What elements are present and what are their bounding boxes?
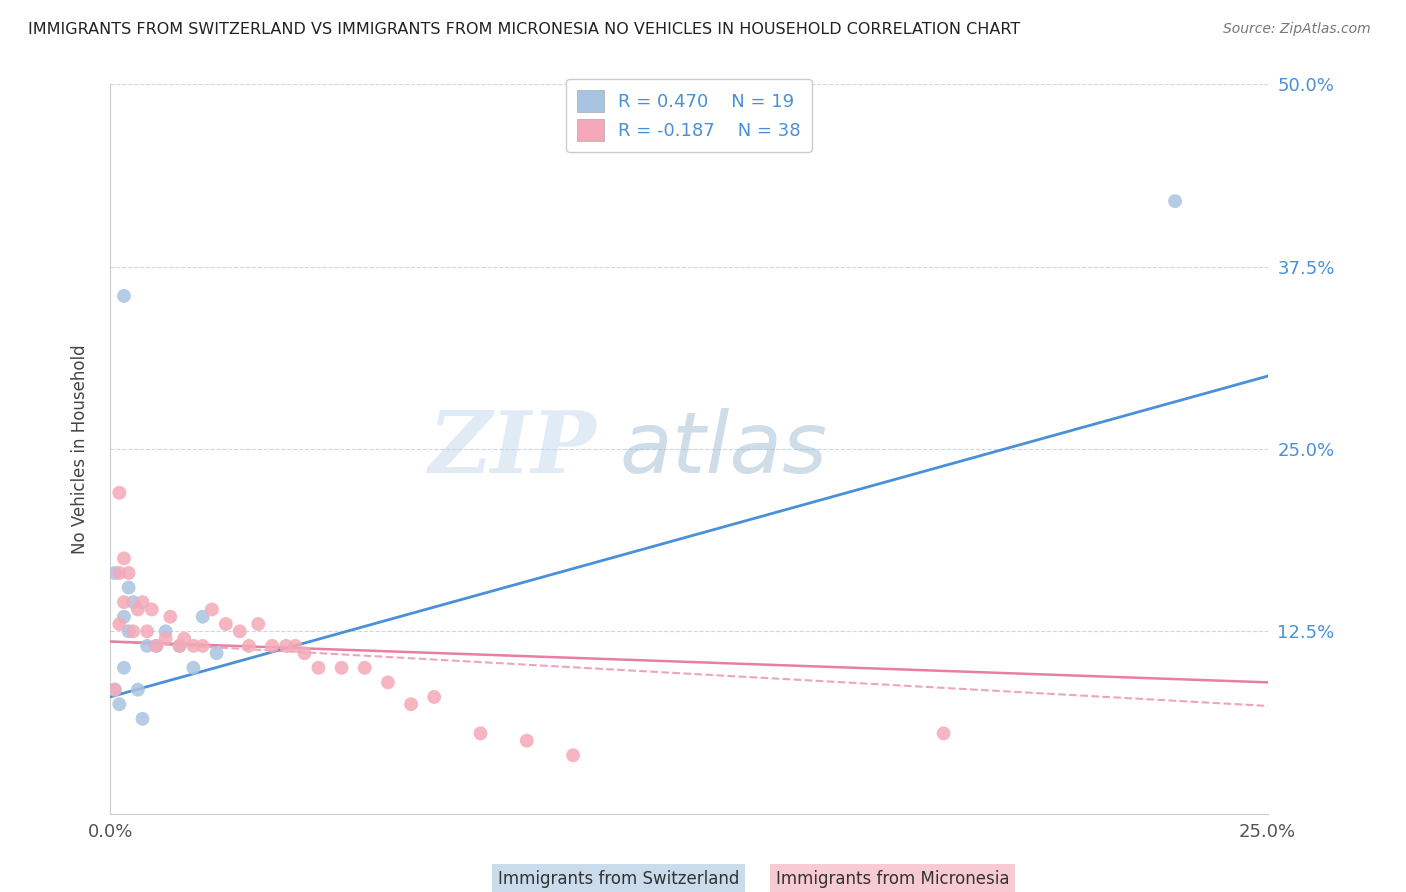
Point: [377, 675, 399, 690]
Point: [183, 639, 205, 653]
Point: [108, 485, 131, 500]
Point: [173, 632, 195, 646]
Point: [183, 661, 205, 675]
Point: [284, 639, 307, 653]
Point: [112, 551, 135, 566]
Point: [247, 617, 270, 632]
Point: [112, 609, 135, 624]
Text: ZIP: ZIP: [429, 408, 596, 491]
Point: [229, 624, 252, 639]
Text: Immigrants from Micronesia: Immigrants from Micronesia: [776, 870, 1010, 888]
Point: [262, 639, 284, 653]
Point: [205, 646, 228, 660]
Point: [145, 639, 167, 653]
Point: [238, 639, 260, 653]
Point: [307, 661, 329, 675]
Text: Source: ZipAtlas.com: Source: ZipAtlas.com: [1223, 22, 1371, 37]
Point: [215, 617, 238, 632]
Point: [108, 617, 131, 632]
Point: [155, 632, 177, 646]
Point: [1164, 194, 1187, 208]
Point: [127, 682, 149, 697]
Point: [155, 624, 177, 639]
Point: [112, 661, 135, 675]
Point: [104, 682, 127, 697]
Point: [136, 639, 159, 653]
Point: [399, 697, 422, 711]
Point: [169, 639, 191, 653]
Point: [423, 690, 446, 704]
Point: [159, 609, 181, 624]
Y-axis label: No Vehicles in Household: No Vehicles in Household: [72, 344, 89, 554]
Point: [117, 624, 139, 639]
Text: atlas: atlas: [620, 408, 827, 491]
Point: [141, 602, 163, 616]
Point: [294, 646, 316, 660]
Point: [470, 726, 492, 740]
Point: [274, 639, 297, 653]
Point: [516, 733, 538, 747]
Point: [117, 581, 139, 595]
Point: [104, 566, 127, 580]
Point: [122, 595, 145, 609]
Point: [104, 682, 127, 697]
Point: [112, 595, 135, 609]
Point: [108, 566, 131, 580]
Point: [127, 602, 149, 616]
Point: [353, 661, 375, 675]
Point: [136, 624, 159, 639]
Point: [191, 609, 214, 624]
Point: [117, 566, 139, 580]
Point: [145, 639, 167, 653]
Point: [330, 661, 353, 675]
Legend: R = 0.470    N = 19, R = -0.187    N = 38: R = 0.470 N = 19, R = -0.187 N = 38: [567, 78, 811, 152]
Text: Immigrants from Switzerland: Immigrants from Switzerland: [498, 870, 740, 888]
Text: IMMIGRANTS FROM SWITZERLAND VS IMMIGRANTS FROM MICRONESIA NO VEHICLES IN HOUSEHO: IMMIGRANTS FROM SWITZERLAND VS IMMIGRANT…: [28, 22, 1021, 37]
Point: [191, 639, 214, 653]
Point: [169, 639, 191, 653]
Point: [201, 602, 224, 616]
Point: [108, 697, 131, 711]
Point: [112, 289, 135, 303]
Point: [562, 748, 585, 763]
Point: [131, 712, 153, 726]
Point: [131, 595, 153, 609]
Point: [122, 624, 145, 639]
Point: [932, 726, 955, 740]
